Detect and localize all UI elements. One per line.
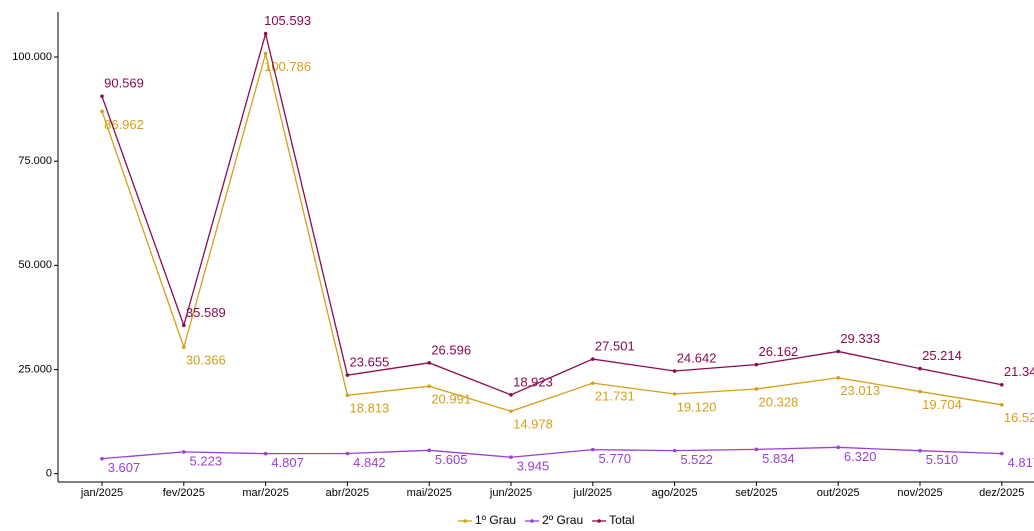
x-tick-label: dez/2025 <box>979 487 1024 499</box>
series-line <box>101 51 1002 412</box>
point <box>509 455 513 460</box>
point <box>836 349 840 354</box>
x-tick-label: nov/2025 <box>897 487 942 499</box>
value-label: 26.162 <box>759 344 799 359</box>
point <box>836 445 840 450</box>
y-tick-label: 75.000 <box>18 155 52 167</box>
x-tick-label: jan/2025 <box>80 487 123 499</box>
value-label: 105.593 <box>264 13 311 28</box>
point <box>182 323 186 328</box>
point <box>263 451 268 456</box>
point <box>100 456 104 461</box>
point <box>100 94 104 99</box>
value-label: 23.013 <box>840 383 880 398</box>
y-tick-label: 50.000 <box>18 259 52 271</box>
value-label: 5.770 <box>599 451 632 466</box>
value-label: 4.817 <box>1008 455 1034 470</box>
point <box>836 375 840 380</box>
value-label: 5.522 <box>680 452 713 467</box>
point <box>182 345 186 349</box>
value-label: 5.605 <box>435 452 468 467</box>
value-label: 23.655 <box>350 355 390 370</box>
point <box>345 451 350 456</box>
point <box>672 448 677 453</box>
value-label: 21.343 <box>1004 364 1034 379</box>
value-label: 3.945 <box>517 459 550 474</box>
series-line <box>101 446 1002 460</box>
x-tick-label: mar/2025 <box>242 487 288 499</box>
x-tick-label: jun/2025 <box>489 487 532 499</box>
y-tick-label: 0 <box>46 468 52 480</box>
point <box>591 357 595 361</box>
legend-marker <box>530 519 534 523</box>
value-label: 4.807 <box>271 455 304 470</box>
value-label: 5.223 <box>190 453 223 468</box>
point <box>182 450 186 454</box>
point <box>918 448 922 453</box>
point <box>1000 451 1004 456</box>
value-label: 35.589 <box>186 305 226 320</box>
value-label: 90.569 <box>104 76 144 91</box>
point <box>100 109 104 114</box>
point <box>754 447 759 452</box>
point <box>918 366 922 371</box>
point <box>263 31 268 36</box>
value-label: 20.991 <box>431 392 471 407</box>
legend-label: 1º Grau <box>475 513 516 527</box>
point <box>427 361 432 365</box>
legend-label: 2º Grau <box>542 513 583 527</box>
value-label: 3.607 <box>108 460 141 475</box>
x-tick-label: jul/2025 <box>573 487 613 499</box>
point <box>345 393 350 398</box>
point <box>591 381 595 385</box>
y-tick-label: 25.000 <box>18 363 52 375</box>
x-tick-label: abr/2025 <box>326 487 369 499</box>
point <box>672 369 677 373</box>
value-label: 6.320 <box>844 449 877 464</box>
value-label: 21.731 <box>595 389 635 404</box>
value-label: 25.214 <box>922 348 962 363</box>
value-label: 30.366 <box>186 353 226 368</box>
series-line <box>101 31 1002 396</box>
value-label: 18.923 <box>513 374 553 389</box>
point <box>918 389 922 394</box>
point <box>754 387 759 391</box>
point <box>427 384 432 389</box>
legend-marker <box>463 519 467 523</box>
value-label: 29.333 <box>840 331 880 346</box>
legend-label: Total <box>609 513 634 527</box>
point <box>591 447 595 452</box>
legend-marker <box>597 519 601 523</box>
point <box>427 448 432 453</box>
point <box>509 393 513 397</box>
value-label: 4.842 <box>353 455 386 470</box>
point <box>263 51 268 56</box>
value-label: 20.328 <box>759 394 799 409</box>
x-tick-label: mai/2025 <box>407 487 452 499</box>
value-label: 26.596 <box>431 342 471 357</box>
point <box>754 362 759 367</box>
value-label: 27.501 <box>595 339 635 354</box>
x-tick-label: set/2025 <box>735 487 777 499</box>
point <box>509 409 513 414</box>
value-label: 18.813 <box>350 401 390 416</box>
point <box>1000 403 1004 407</box>
value-label: 5.834 <box>762 451 795 466</box>
y-tick-label: 100.000 <box>12 51 52 63</box>
point <box>1000 382 1004 387</box>
value-label: 100.786 <box>264 59 311 74</box>
x-tick-label: fev/2025 <box>163 487 205 499</box>
x-tick-label: ago/2025 <box>652 487 698 499</box>
value-label: 16.526 <box>1004 410 1034 425</box>
point <box>345 373 350 377</box>
x-tick-label: out/2025 <box>817 487 860 499</box>
value-label: 19.704 <box>922 397 962 412</box>
value-label: 86.962 <box>104 117 144 132</box>
value-label: 24.642 <box>677 350 717 365</box>
value-label: 19.120 <box>677 399 717 414</box>
value-label: 5.510 <box>926 452 959 467</box>
point <box>672 392 677 396</box>
value-label: 14.978 <box>513 417 553 432</box>
